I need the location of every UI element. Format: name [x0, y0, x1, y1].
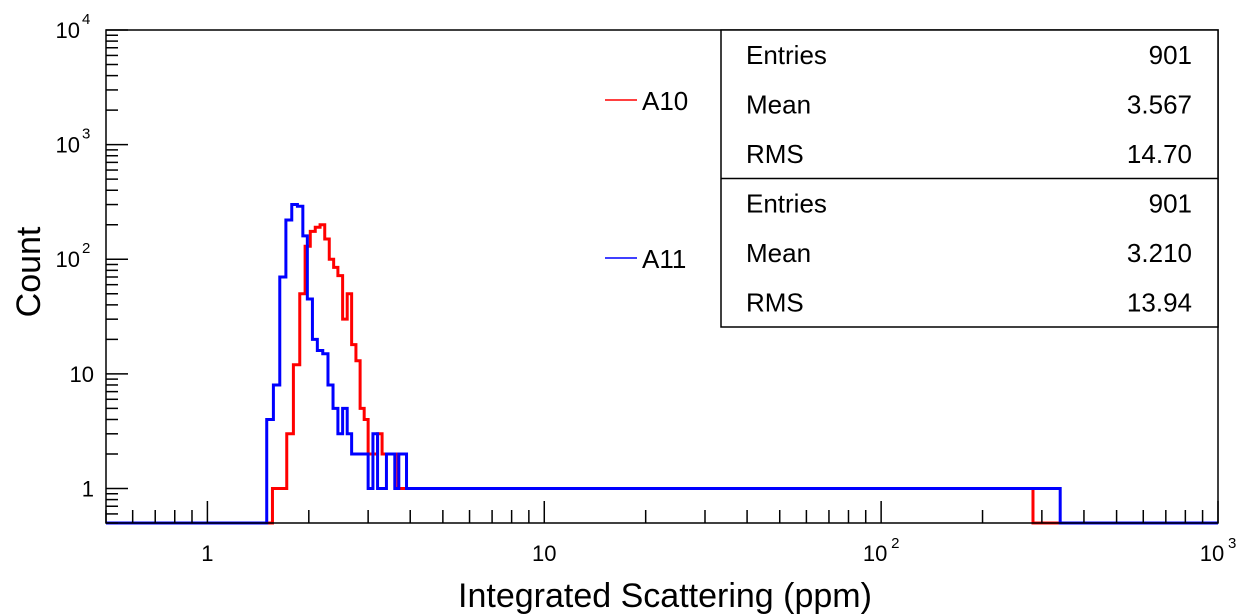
series-layer — [106, 203, 1218, 525]
y-tick-exponent: 4 — [82, 11, 90, 28]
stats-label: Entries — [746, 188, 827, 218]
stats-label: RMS — [746, 287, 804, 317]
y-tick-label: 10 — [56, 247, 80, 272]
stats-value: 13.94 — [1127, 287, 1192, 317]
y-tick-exponent: 2 — [82, 240, 90, 257]
stats-A10: Entries 901 Mean 3.567 RMS 14.70 — [746, 40, 1192, 169]
x-tick-label: 10 — [1200, 541, 1224, 566]
x-tick-label: 10 — [863, 541, 887, 566]
y-tick-exponent: 3 — [82, 126, 90, 143]
stats-label: RMS — [746, 139, 804, 169]
y-axis-title: Count — [10, 226, 48, 317]
x-tick-exponent: 2 — [891, 535, 899, 552]
legend-entry-A10: A10 — [605, 86, 688, 116]
stats-label: Mean — [746, 89, 811, 119]
y-tick-label: 10 — [56, 133, 80, 158]
stats-value: 14.70 — [1127, 139, 1192, 169]
stats-value: 3.567 — [1127, 89, 1192, 119]
stats-value: 3.210 — [1127, 238, 1192, 268]
series-A11 — [106, 203, 1218, 525]
legend-label: A10 — [642, 86, 688, 116]
y-tick-label: 10 — [70, 362, 94, 387]
stats-label: Mean — [746, 238, 811, 268]
stats-A11: Entries 901 Mean 3.210 RMS 13.94 — [746, 188, 1192, 317]
legend-entry-A11: A11 — [605, 244, 686, 274]
stats-value: 901 — [1149, 40, 1192, 70]
y-tick-label: 10 — [56, 18, 80, 43]
stats-label: Entries — [746, 40, 827, 70]
stats-box: Entries 901 Mean 3.567 RMS 14.70 Entries 901 Mea… — [720, 29, 1219, 328]
x-axis-title: Integrated Scattering (ppm) — [458, 577, 872, 615]
x-tick-label: 1 — [201, 541, 213, 566]
legend-label: A11 — [642, 244, 686, 274]
y-tick-label: 1 — [82, 476, 94, 501]
x-tick-label: 10 — [532, 541, 556, 566]
x-tick-exponent: 3 — [1228, 535, 1236, 552]
stats-value: 901 — [1149, 188, 1192, 218]
histogram-line-A11 — [106, 203, 1218, 525]
legend: A10 A11 — [605, 86, 688, 274]
